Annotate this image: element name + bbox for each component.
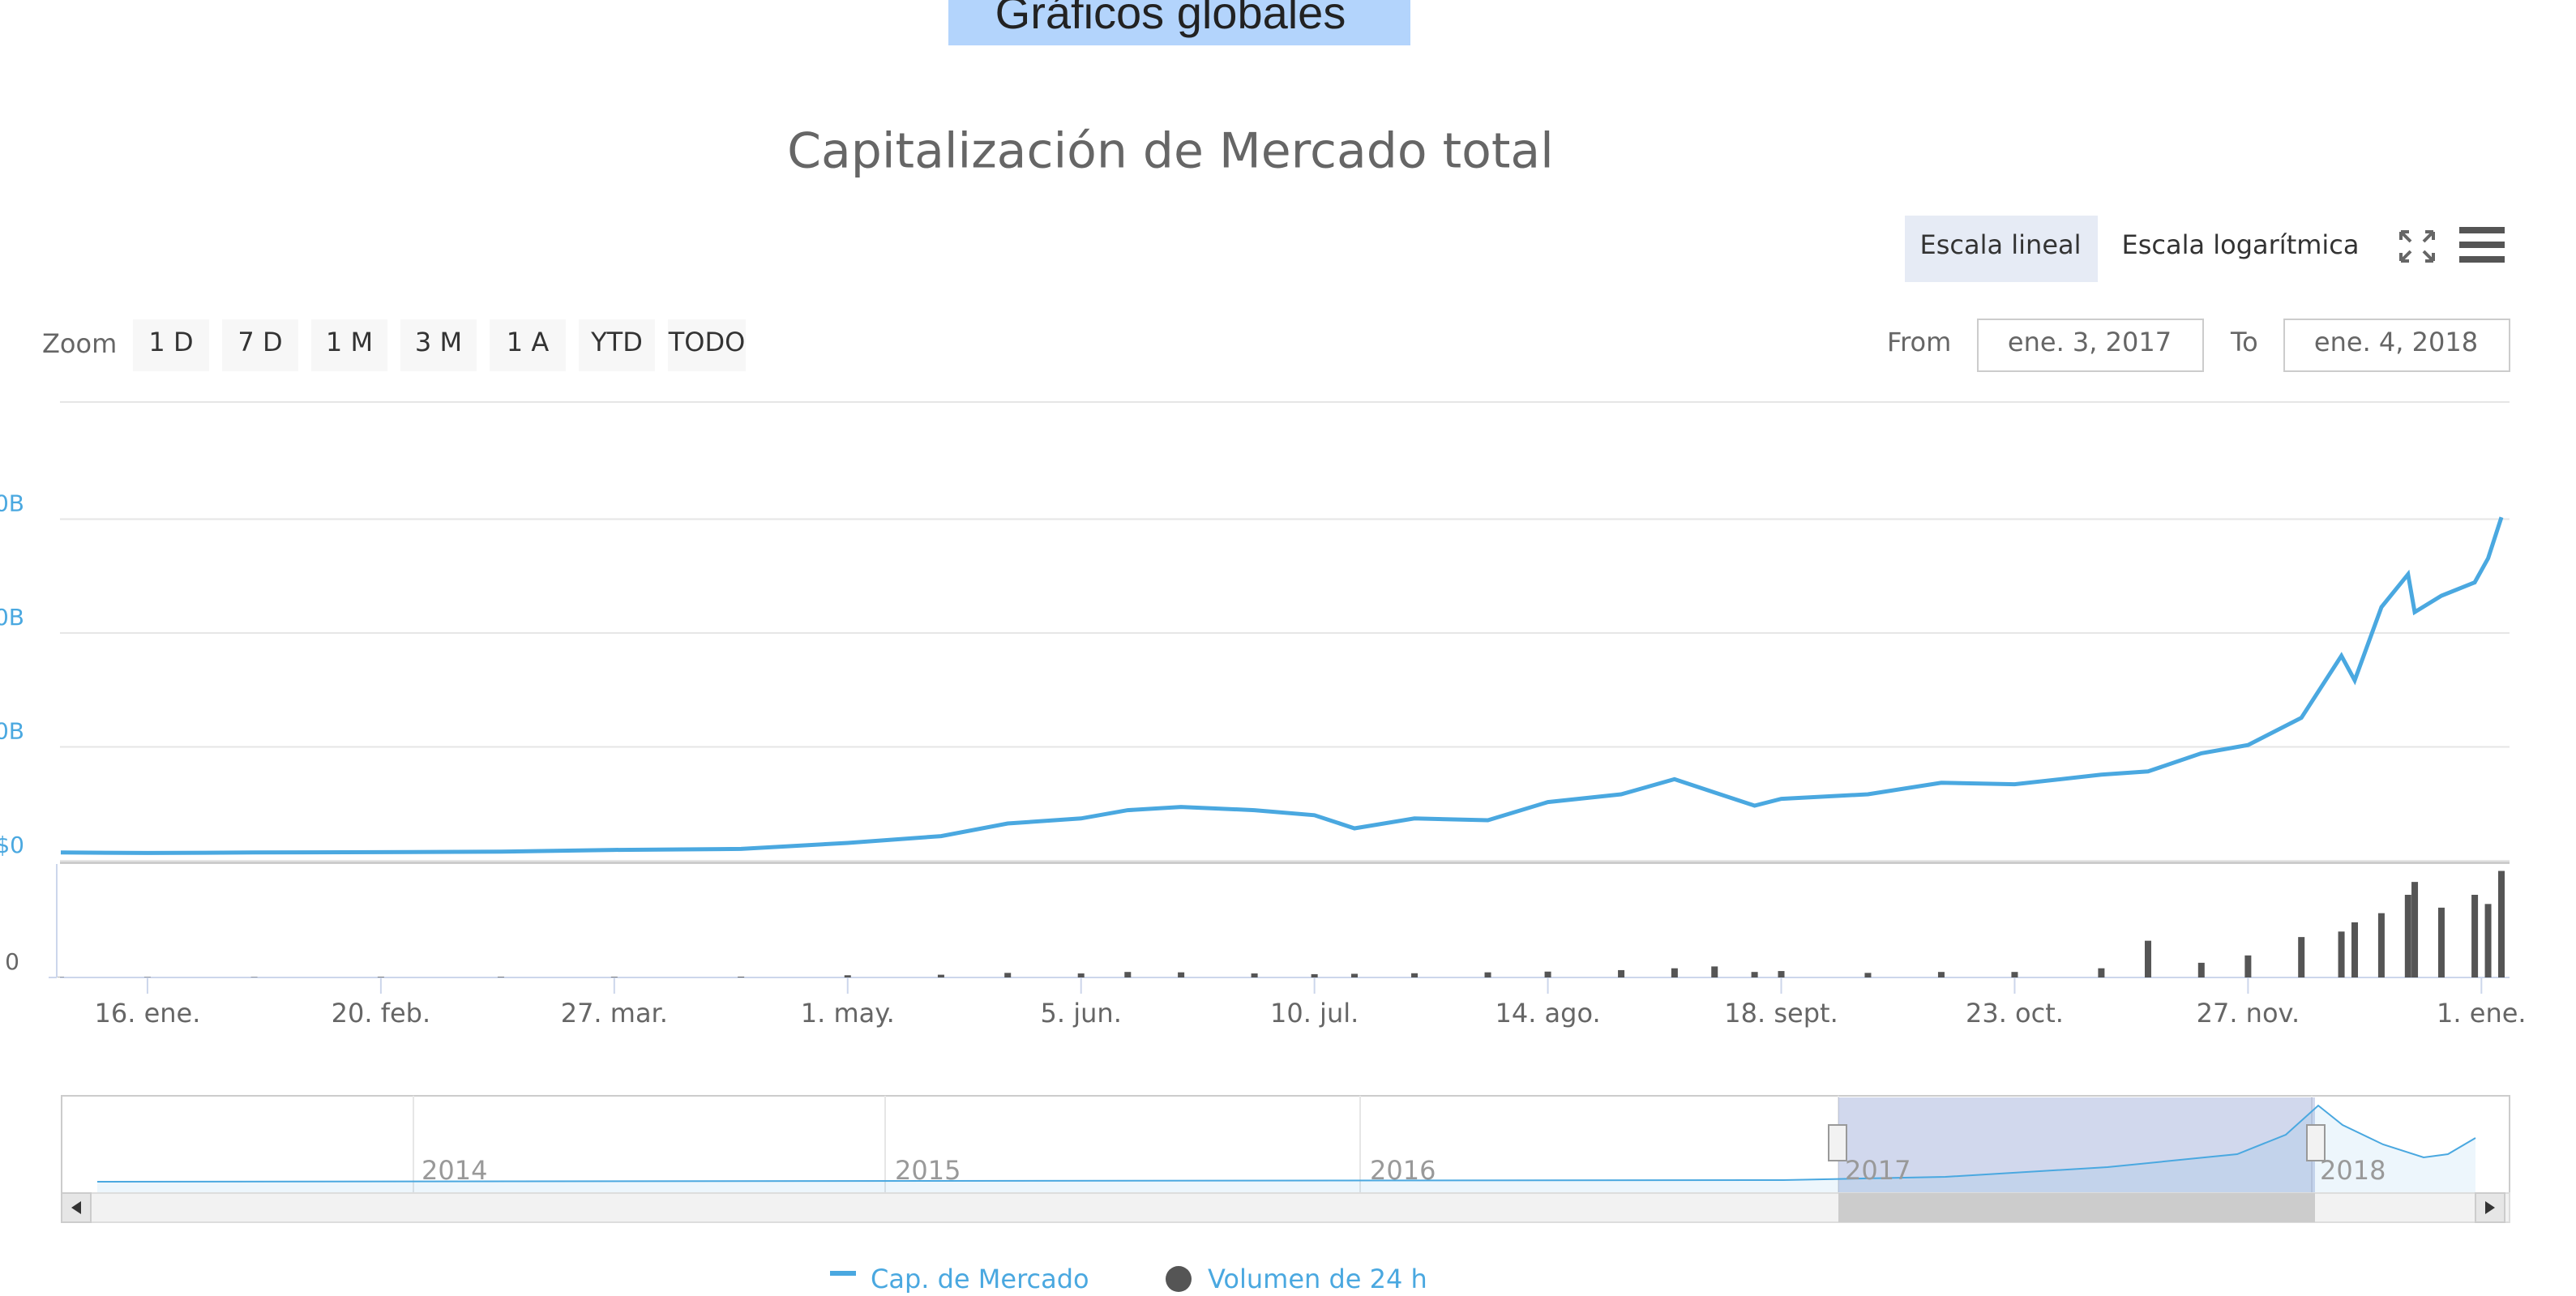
volume-bar <box>2198 963 2205 977</box>
volume-bar <box>1938 972 1945 977</box>
navigator: 2014 2015 2016 2017 2018 <box>62 1096 2510 1222</box>
x-tick-label: 14. ago. <box>1495 998 1600 1029</box>
volume-bar <box>2498 871 2505 977</box>
zoom-button[interactable]: YTD <box>590 327 643 357</box>
volume-bar <box>1711 966 1718 977</box>
x-tick-label: 5. jun. <box>1041 998 1122 1029</box>
zoom-button[interactable]: 1 A <box>507 327 550 357</box>
volume-bar <box>1671 969 1678 977</box>
volume-bar <box>2298 937 2304 977</box>
legend-swatch <box>830 1271 856 1276</box>
volume-bar <box>2485 904 2492 977</box>
market-cap-line <box>61 517 2501 853</box>
x-tick-label: 23. oct. <box>1966 998 2064 1029</box>
y-tick-label: $0 <box>0 832 24 858</box>
zoom-label: Zoom <box>42 328 117 359</box>
navigator-handle[interactable] <box>2307 1125 2325 1161</box>
legend-label: Volumen de 24 h <box>1208 1264 1427 1293</box>
y-tick-label: $250B <box>0 718 24 745</box>
volume-bar <box>1411 973 1418 977</box>
navigator-handle[interactable] <box>1829 1125 1846 1161</box>
volume-bar <box>1312 974 1318 977</box>
zoom-button[interactable]: 7 D <box>237 327 282 357</box>
from-label: From <box>1887 327 1951 357</box>
x-tick-label: 27. nov. <box>2197 998 2300 1029</box>
zoom-button[interactable]: 1 D <box>148 327 193 357</box>
volume-bar <box>1864 973 1871 977</box>
y-tick-label: $750B <box>0 490 24 517</box>
x-tick-label: 18. sept. <box>1724 998 1838 1029</box>
y2-tick-label: 0 <box>5 948 19 975</box>
fullscreen-icon[interactable] <box>2401 232 2433 261</box>
y-tick-label: $500B <box>0 604 24 631</box>
volume-bar <box>1351 973 1358 977</box>
to-label: To <box>2230 327 2258 357</box>
from-value[interactable]: ene. 3, 2017 <box>2008 327 2172 357</box>
volume-bar <box>1178 973 1184 977</box>
x-tick-label: 1. ene. <box>2437 998 2527 1029</box>
to-value[interactable]: ene. 4, 2018 <box>2314 327 2478 357</box>
legend-label: Cap. de Mercado <box>871 1264 1089 1293</box>
volume-bar <box>1004 973 1011 977</box>
scrollbar-thumb[interactable] <box>1838 1193 2315 1222</box>
navigator-label: 2016 <box>1370 1155 1436 1186</box>
volume-bar <box>1252 973 1258 977</box>
scale-button[interactable]: Escala logarítmica <box>2121 229 2359 260</box>
x-tick-label: 10. jul. <box>1270 998 1359 1029</box>
volume-bar <box>2438 908 2445 977</box>
volume-bar <box>2378 913 2385 977</box>
x-tick-label: 1. may. <box>801 998 895 1029</box>
volume-bar <box>2244 956 2251 977</box>
zoom-button[interactable]: TODO <box>668 327 746 357</box>
volume-bar <box>1078 973 1085 977</box>
zoom-button[interactable]: 3 M <box>415 327 462 357</box>
volume-bar <box>2351 922 2358 977</box>
navigator-label: 2017 <box>1845 1155 1911 1186</box>
volume-bar <box>1485 973 1491 977</box>
volume-bar <box>938 975 944 977</box>
menu-icon[interactable] <box>2459 230 2505 259</box>
zoom-button[interactable]: 1 M <box>326 327 373 357</box>
volume-bar <box>2405 895 2411 977</box>
scale-button[interactable]: Escala lineal <box>1919 229 2081 260</box>
chart-title: Capitalización de Mercado total <box>787 123 1554 180</box>
legend-swatch <box>1166 1266 1192 1292</box>
volume-bar <box>2098 969 2104 977</box>
x-tick-label: 16. ene. <box>95 998 201 1029</box>
volume-bar <box>2411 882 2418 977</box>
navigator-label: 2018 <box>2320 1155 2386 1186</box>
volume-bar <box>1618 970 1624 977</box>
volume-bar <box>2145 941 2151 977</box>
volume-bar <box>2471 895 2478 977</box>
volume-bar <box>845 975 851 977</box>
navigator-label: 2014 <box>421 1155 487 1186</box>
volume-bar <box>1545 972 1551 977</box>
volume-bar <box>1778 971 1785 977</box>
volume-bar <box>1752 972 1758 977</box>
x-tick-label: 20. feb. <box>332 998 431 1029</box>
volume-bar <box>2339 931 2345 977</box>
volume-bar <box>1124 972 1131 977</box>
x-tick-label: 27. mar. <box>561 998 668 1029</box>
navigator-label: 2015 <box>895 1155 961 1186</box>
volume-bar <box>2011 972 2018 977</box>
page-title: Gráficos globales <box>995 0 1346 38</box>
